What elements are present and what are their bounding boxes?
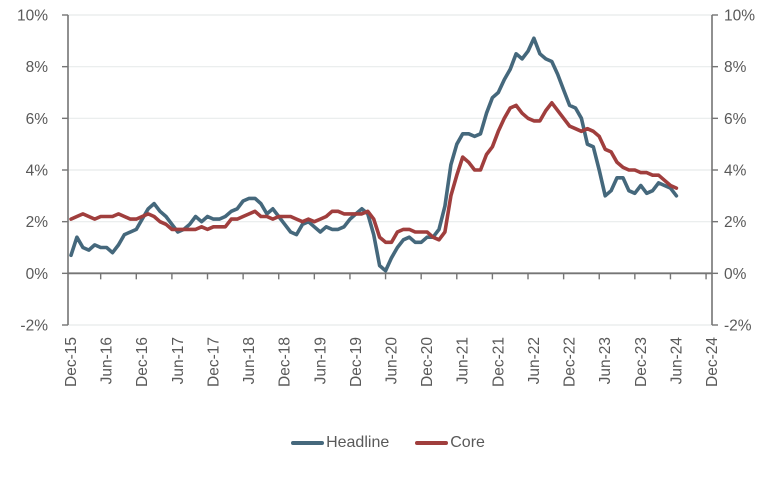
x-tick-label: Dec-23 (633, 337, 650, 387)
headline-series-line (69, 36, 679, 273)
y-tick-label-right: 2% (724, 214, 747, 231)
x-tick-label: Dec-16 (134, 337, 151, 387)
x-tick-label: Dec-20 (419, 337, 436, 387)
x-tick-label: Dec-22 (562, 337, 579, 387)
x-tick-label: Dec-17 (205, 337, 222, 387)
y-tick-label-left: 6% (26, 111, 49, 128)
y-tick-label-left: 2% (26, 214, 49, 231)
y-tick-label-right: 4% (724, 163, 747, 180)
headline-line-marker-icon (291, 440, 325, 446)
x-tick-label: Jun-22 (526, 337, 543, 384)
x-tick-label: Dec-21 (490, 337, 507, 387)
headline-legend-label: Headline (326, 434, 390, 451)
y-tick-label-left: 10% (17, 8, 48, 25)
x-tick-label: Dec-19 (348, 337, 365, 387)
x-tick-label: Jun-23 (597, 337, 614, 384)
x-tick-label: Jun-16 (99, 337, 116, 384)
core-legend-label: Core (450, 434, 485, 451)
y-tick-label-left: 4% (26, 163, 49, 180)
legend: Headline Core (0, 435, 776, 451)
y-tick-label-left: -2% (20, 318, 48, 335)
y-tick-label-left: 0% (26, 266, 49, 283)
plot-area: -2% -2% 0% 0% 2% 2% 4% 4% 6% 6% 8% 8% 10% 10% Dec-15 Ju… (17, 8, 755, 387)
y-tick-label-right: 10% (724, 8, 755, 25)
x-tick-label: Jun-24 (668, 337, 685, 385)
y-tick-label-right: -2% (724, 318, 752, 335)
y-tick-label-left: 8% (26, 59, 49, 76)
x-tick-label: Dec-15 (63, 337, 80, 387)
core-series-line (69, 101, 679, 245)
y-tick-label-right: 0% (724, 266, 747, 283)
x-tick-label: Jun-21 (455, 337, 472, 384)
y-tick-label-right: 8% (724, 59, 747, 76)
x-tick-label: Jun-17 (170, 337, 187, 384)
x-tick-label: Jun-18 (241, 337, 258, 384)
core-line-marker-icon (415, 440, 449, 446)
x-tick-label: Jun-19 (312, 337, 329, 384)
x-tick-label: Dec-24 (704, 337, 721, 387)
legend-item-headline: Headline (291, 435, 389, 451)
legend-item-core: Core (415, 435, 485, 451)
y-tick-label-right: 6% (724, 111, 747, 128)
x-tick-label: Jun-20 (384, 337, 401, 385)
x-tick-label: Dec-18 (277, 337, 294, 387)
